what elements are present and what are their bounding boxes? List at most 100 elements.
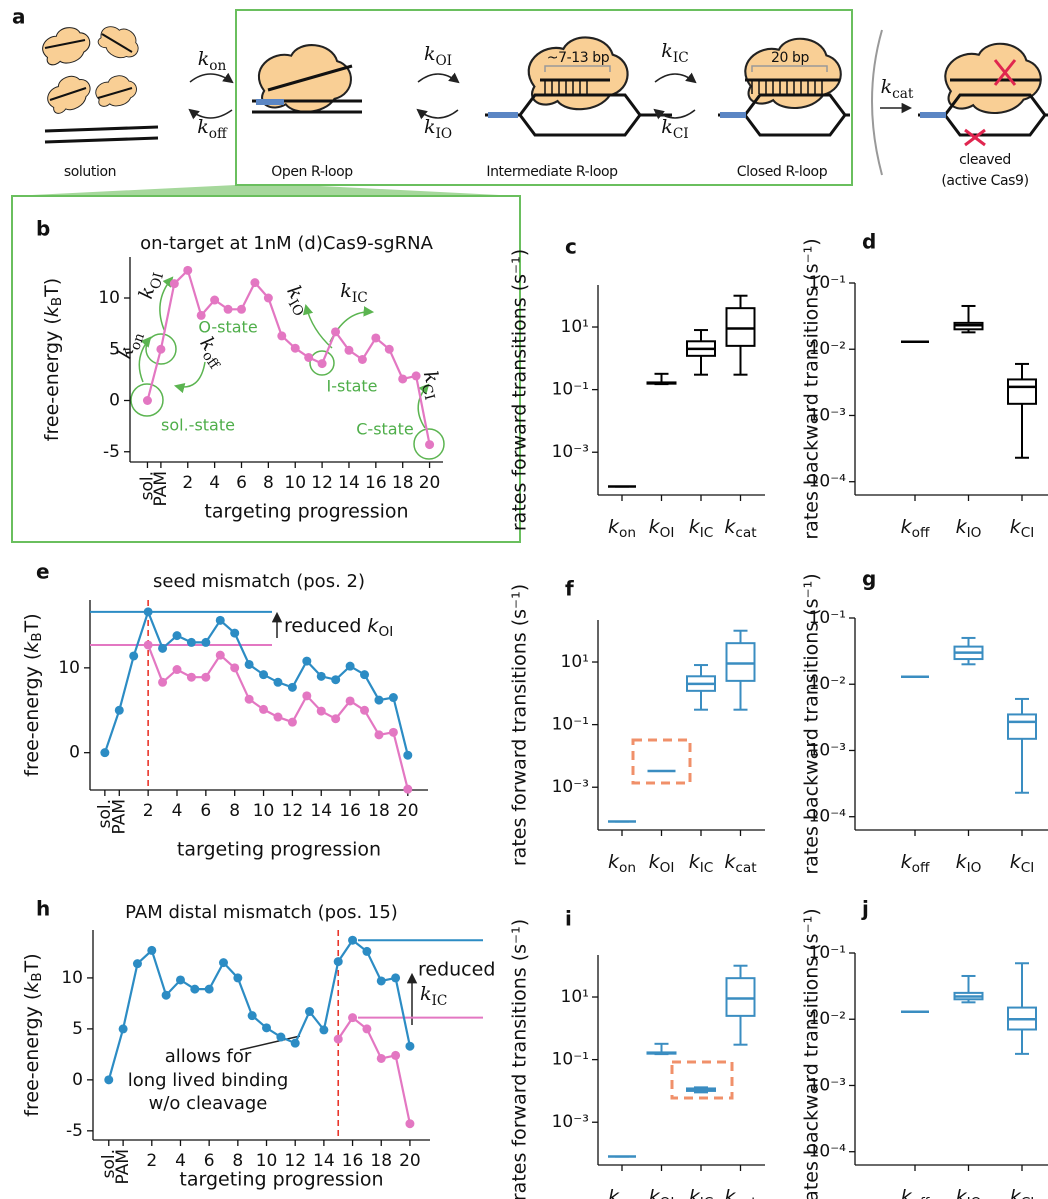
energy-point	[403, 751, 412, 760]
y-tick-label: 5	[72, 1019, 83, 1039]
rate-subscript: off	[912, 860, 930, 876]
pam	[256, 99, 284, 105]
schematic-label: Closed R-loop	[737, 164, 828, 180]
energy-point	[405, 1119, 414, 1128]
panel-letter: j	[861, 897, 869, 921]
x-tick-label: 4	[209, 473, 220, 493]
energy-point	[331, 327, 340, 336]
cas9-blob	[945, 44, 1040, 113]
energy-point	[348, 936, 357, 945]
energy-point	[405, 1042, 414, 1051]
x-tick-label: 12	[311, 473, 333, 493]
chart-title: PAM distal mismatch (pos. 15)	[125, 902, 398, 923]
label-text: free-energy (	[41, 317, 63, 441]
x-tick-label: 4	[172, 801, 183, 821]
x-tick-label: kIO	[956, 1186, 982, 1199]
rate-subscript: cat	[735, 1195, 757, 1199]
energy-point	[129, 651, 138, 660]
label-text: reduced	[284, 615, 367, 637]
box	[1008, 714, 1036, 738]
x-tick-label: 2	[143, 801, 154, 821]
energy-point	[259, 705, 268, 714]
schematic-label: Intermediate R-loop	[486, 164, 618, 180]
energy-point	[162, 991, 171, 1000]
state-arrow	[330, 312, 372, 342]
energy-point	[230, 629, 239, 638]
schematic-label: Open R-loop	[271, 164, 353, 180]
rate-subscript: IO	[967, 1195, 982, 1199]
rate-subscript: on	[209, 58, 226, 74]
y-axis-label: rates forward transitions (s⁻¹)	[509, 249, 531, 531]
zoom-connector	[12, 185, 520, 196]
energy-point	[273, 678, 282, 687]
energy-point	[344, 346, 353, 355]
x-tick-label: 20	[397, 801, 419, 821]
energy-point	[389, 693, 398, 702]
rate-symbol: k	[661, 116, 673, 138]
rate-subscript: CI	[1021, 525, 1035, 541]
y-tick-label: 10⁻¹	[552, 715, 589, 735]
state-arrow	[306, 306, 332, 348]
panel-letter: i	[565, 907, 572, 931]
rate-symbol: k	[197, 116, 209, 138]
arrow-forward	[655, 74, 695, 82]
y-axis-label: free-energy (kBT)	[21, 613, 46, 776]
x-tick-label: kOI	[649, 851, 675, 877]
y-axis-label: free-energy (kBT)	[21, 953, 46, 1116]
energy-point	[346, 696, 355, 705]
cleaved-complex	[918, 44, 1048, 145]
panel-letter: g	[862, 567, 876, 591]
x-axis-label: targeting progression	[204, 501, 408, 523]
y-tick-label: 10	[98, 288, 120, 308]
label-text: T)	[21, 613, 43, 633]
rate-subscript: IO	[435, 126, 452, 142]
panel-letter: h	[36, 897, 50, 921]
x-tick-label: PAM	[151, 471, 171, 506]
x-tick-label: 14	[338, 473, 360, 493]
panel-letter: e	[36, 560, 50, 584]
energy-point	[360, 706, 369, 715]
y-axis-label: rates backward transitions (s⁻¹)	[801, 908, 823, 1199]
energy-point	[371, 333, 380, 342]
x-tick-label: kIO	[956, 516, 982, 542]
dna-strand	[945, 115, 1045, 135]
x-tick-label: 10	[253, 801, 275, 821]
schematic-label: 20 bp	[771, 50, 810, 66]
energy-point	[176, 975, 185, 984]
energy-point	[245, 695, 254, 704]
energy-point	[302, 691, 311, 700]
x-tick-label: kon	[608, 1186, 636, 1199]
energy-point	[391, 973, 400, 982]
x-tick-label: kcat	[724, 516, 757, 542]
rate-subscript: CI	[673, 126, 689, 142]
rate-subscript: cat	[735, 525, 757, 541]
rate-subscript: IC	[352, 290, 368, 306]
x-tick-label: 16	[339, 801, 361, 821]
box	[727, 643, 755, 681]
y-axis-label: rates backward transitions (s⁻¹)	[801, 573, 823, 874]
rate-symbol: k	[881, 76, 893, 98]
chart-title: on-target at 1nM (d)Cas9-sgRNA	[140, 233, 433, 254]
energy-point	[362, 947, 371, 956]
energy-point	[205, 985, 214, 994]
x-tick-label: 2	[146, 1151, 157, 1171]
rate-label: kIO	[279, 282, 315, 319]
rate-subscript: on	[619, 525, 636, 541]
x-tick-label: 8	[229, 801, 240, 821]
rate-symbol: k	[424, 116, 436, 138]
box	[1008, 379, 1036, 403]
x-tick-label: 6	[200, 801, 211, 821]
energy-point	[374, 730, 383, 739]
rate-symbol: k	[424, 43, 436, 65]
rate-subscript: IC	[432, 993, 448, 1009]
rate-subscript: off	[912, 525, 930, 541]
energy-point	[250, 278, 259, 287]
cas9-blob	[94, 19, 144, 65]
energy-point	[319, 1025, 328, 1034]
caption-line: long lived binding	[128, 1070, 289, 1091]
rate-subscript: IC	[700, 525, 714, 541]
dna-strand	[45, 138, 158, 142]
energy-point	[233, 973, 242, 982]
rate-subscript: IO	[967, 525, 982, 541]
y-axis-label: rates forward transitions (s⁻¹)	[509, 584, 531, 866]
